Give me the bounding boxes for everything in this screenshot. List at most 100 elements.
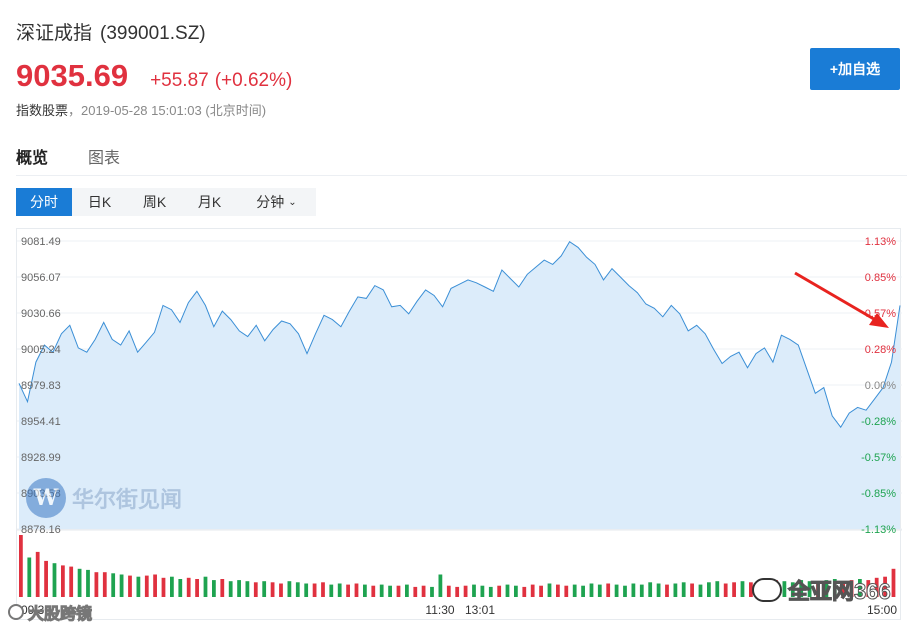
y-tick-label-left: 8928.99 (21, 452, 61, 464)
volume-bar (480, 585, 485, 597)
volume-bar (69, 566, 74, 597)
volume-bar (304, 583, 309, 597)
volume-bar (648, 582, 653, 597)
y-tick-label-right: 0.28% (865, 344, 896, 356)
volume-bar (312, 583, 317, 597)
title-row: 深证成指 (399001.SZ) (16, 18, 206, 45)
volume-bar (61, 565, 65, 597)
y-tick-label-right: -1.13% (861, 524, 896, 536)
volume-bar (262, 581, 267, 597)
period-minute-dropdown[interactable]: 分钟 ⌄ (237, 188, 316, 216)
y-tick-label-right: 1.13% (865, 236, 896, 248)
volume-bar (874, 577, 879, 597)
intraday-chart[interactable]: 9081.49 1.13% 9056.07 0.85% 9030.66 0.57% 9005… (16, 228, 902, 620)
volume-bar (514, 585, 518, 597)
volume-bar (170, 576, 174, 597)
volume-bar (665, 584, 669, 597)
volume-bar (530, 584, 535, 597)
volume-bar (19, 535, 23, 597)
period-daily-k[interactable]: 日K (87, 194, 112, 210)
y-tick-label-right: -0.85% (861, 488, 896, 500)
volume-bar (245, 581, 250, 597)
volume-bar (883, 576, 887, 597)
volume-bar (119, 574, 124, 597)
annotation-arrow-head (869, 313, 889, 328)
volume-bar (849, 580, 854, 597)
quanqiu-watermark-text: 全亚网366 (788, 579, 892, 605)
quanqiu-watermark: 全亚网366 (752, 574, 891, 606)
volume-bar (807, 581, 812, 597)
volume-bar (212, 580, 216, 597)
volume-bar (203, 576, 208, 597)
y-tick-label-right: -0.57% (861, 452, 896, 464)
period-monthly-k[interactable]: 月K (197, 194, 222, 210)
volume-bar (690, 583, 694, 597)
volume-bar (405, 584, 409, 597)
volume-bar (195, 579, 199, 597)
y-tick-label-right: 0.00% (865, 380, 896, 392)
volume-bar (472, 584, 476, 597)
current-price: 9035.69 (16, 58, 129, 93)
volume-bar (790, 582, 795, 597)
volume-bar (128, 575, 132, 597)
volume-bar (707, 582, 711, 597)
volume-bar (858, 579, 862, 597)
volume-bar (94, 572, 99, 597)
y-tick-label-left: 9005.24 (21, 344, 61, 356)
x-tick-label: 15:00 (867, 603, 897, 617)
volume-bar (824, 580, 829, 597)
volume-bar (488, 586, 493, 597)
volume-bar (673, 583, 678, 597)
volume-bar (866, 580, 871, 597)
period-weekly-k[interactable]: 周K (142, 194, 167, 210)
volume-bar (463, 585, 468, 597)
add-to-watchlist-button[interactable]: +加自选 (810, 48, 900, 90)
volume-bar (505, 584, 510, 597)
y-tick-label-left: 9030.66 (21, 308, 61, 320)
period-minute-label: 分钟 (256, 194, 285, 210)
volume-bar (841, 581, 846, 597)
index-name: 深证成指 (16, 23, 93, 44)
wallstreetcn-watermark: W 华尔街见闻 (26, 478, 182, 518)
period-intraday[interactable]: 分时 (16, 188, 72, 216)
volume-bar (102, 572, 107, 597)
volume-bar (782, 581, 787, 597)
y-tick-label-left: 8979.83 (21, 380, 61, 392)
y-tick-label-right: -0.28% (861, 416, 896, 428)
y-tick-label-right: 0.85% (865, 272, 896, 284)
volume-bar (597, 584, 602, 597)
volume-bar (337, 583, 342, 597)
volume-bar (379, 584, 384, 597)
volume-bar (421, 585, 426, 597)
y-tick-label-left: 9056.07 (21, 272, 61, 284)
dagu-watermark-text: 大股跨镜 (27, 606, 93, 624)
change-percent: (+0.62%) (214, 70, 293, 91)
volume-bar (270, 582, 275, 597)
volume-bar (581, 585, 585, 597)
volume-bar (220, 579, 225, 597)
volume-bar (44, 560, 48, 597)
tab-charts[interactable]: 图表 (88, 150, 121, 167)
timezone-label: (北京时间) (205, 103, 267, 118)
volume-bar (698, 584, 703, 597)
volume-bar (279, 583, 283, 597)
tab-overview[interactable]: 概览 (16, 150, 49, 167)
volume-bar (749, 582, 753, 597)
volume-bar (631, 583, 636, 597)
x-tick-label: 13:01 (465, 603, 495, 617)
volume-bar (732, 582, 736, 597)
volume-bar (186, 577, 191, 597)
volume-bar (86, 569, 90, 597)
volume-bar (287, 581, 292, 597)
volume-bar (799, 580, 804, 597)
volume-bar (430, 586, 434, 597)
volume-bar (161, 577, 166, 597)
volume-bar (52, 563, 57, 597)
volume-bar (547, 583, 552, 597)
volume-bar (228, 581, 233, 597)
volume-bar (606, 583, 611, 597)
quote-timestamp: 2019-05-28 15:01:03 (81, 103, 202, 118)
volume-bar (153, 574, 157, 597)
volume-bar (321, 582, 325, 597)
volume-bar (497, 585, 502, 597)
